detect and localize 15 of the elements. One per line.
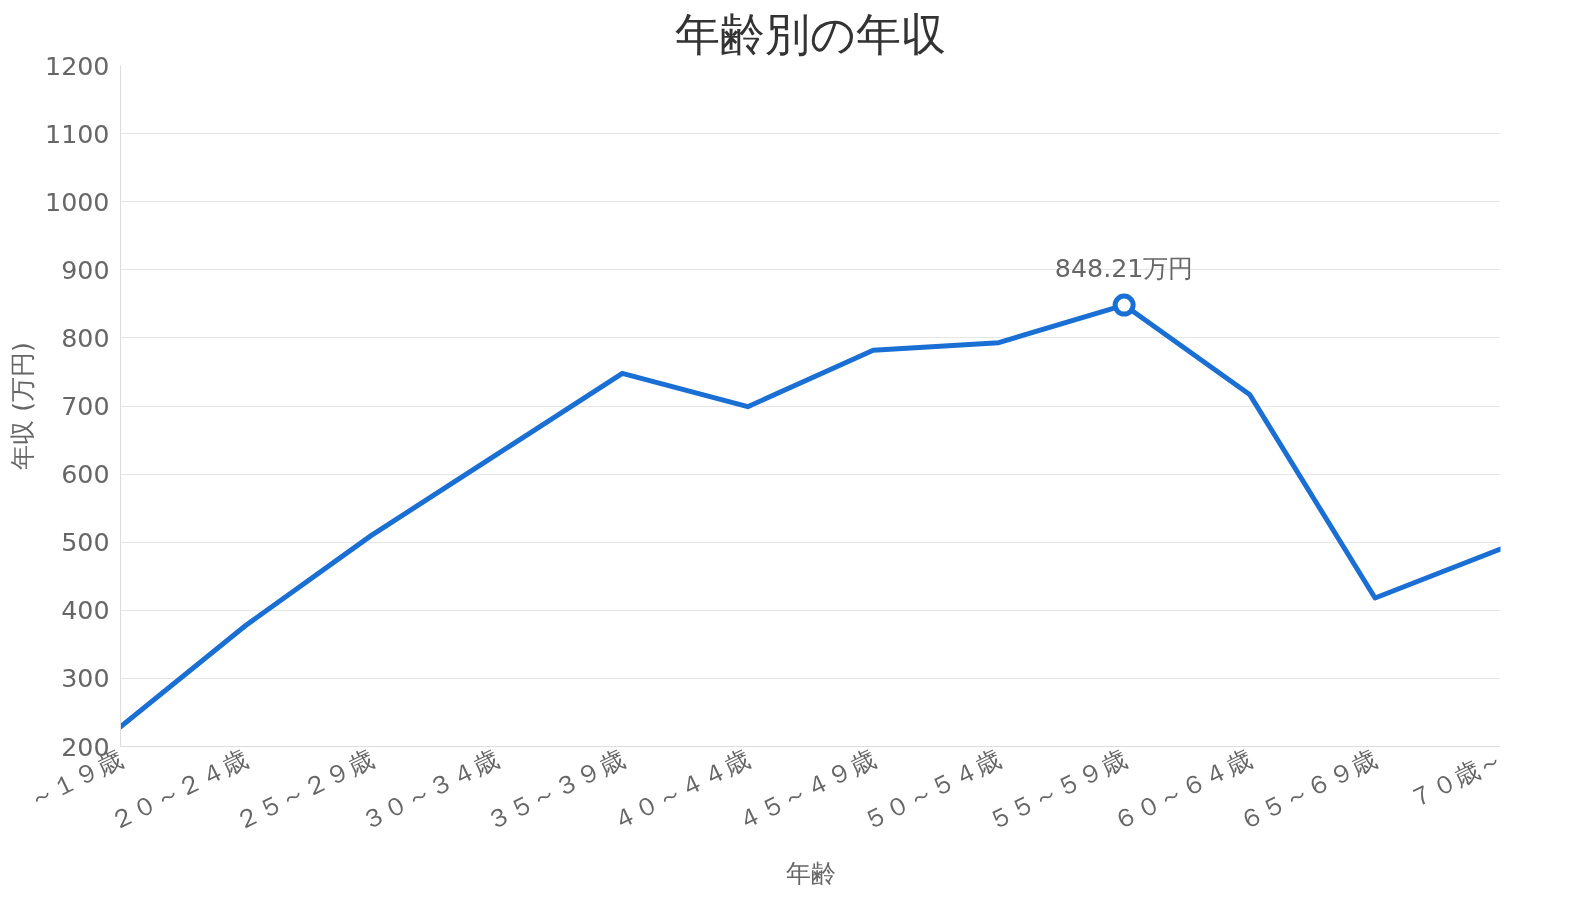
y-tick-label: 500 <box>61 527 110 558</box>
y-axis-title: 年収 (万円) <box>7 342 38 470</box>
x-tick-label: ７０歳～ <box>1403 743 1508 815</box>
y-tick-label: 900 <box>61 254 110 285</box>
y-tick-label: 800 <box>61 322 110 353</box>
annotation: 848.21万円 <box>1054 253 1194 284</box>
x-axis-title: 年齢 <box>785 857 836 888</box>
y-tick-label: 1000 <box>45 186 110 217</box>
y-tick-label: 600 <box>61 459 110 490</box>
chart-title: 年齢別の年収 <box>675 7 946 61</box>
y-tick-label: 1200 <box>45 50 110 81</box>
y-tick-label: 700 <box>61 391 110 421</box>
y-tick-label: 300 <box>61 663 110 694</box>
y-tick-label: 1100 <box>45 118 110 149</box>
y-tick-label: 400 <box>61 595 110 626</box>
